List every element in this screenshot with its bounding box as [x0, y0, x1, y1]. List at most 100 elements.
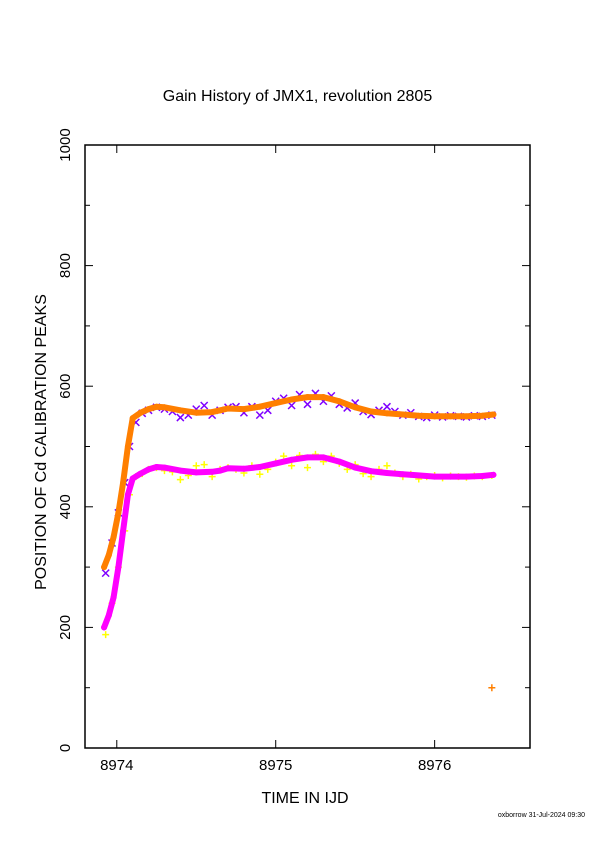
x-axis-label: TIME IN IJD [261, 790, 349, 807]
data-point [240, 406, 247, 413]
data-point [145, 466, 152, 473]
data-point [120, 479, 127, 486]
data-point [209, 468, 216, 475]
data-point [120, 527, 127, 534]
data-point [288, 456, 295, 463]
data-point [382, 402, 391, 411]
data-point [101, 624, 108, 631]
data-point [176, 476, 184, 484]
data-point [124, 443, 131, 450]
data-point [124, 491, 131, 498]
data-point [320, 394, 327, 401]
data-point [383, 470, 390, 477]
data-point [240, 465, 247, 472]
footer-timestamp: oxborrow 31-Jul-2024 09:30 [497, 812, 585, 819]
data-point [383, 462, 391, 470]
data-point [415, 472, 422, 479]
data-point [105, 612, 112, 619]
data-point [415, 412, 422, 419]
data-point [288, 396, 295, 403]
data-point [272, 460, 279, 467]
series-4 [488, 684, 496, 692]
data-point [193, 469, 200, 476]
data-point [490, 411, 497, 418]
data-point [303, 400, 312, 409]
data-point [399, 411, 406, 418]
data-point [336, 398, 343, 405]
data-point [367, 473, 375, 481]
data-point [255, 411, 264, 420]
x-tick-label: 8974 [100, 757, 133, 774]
data-point [110, 594, 117, 601]
data-point [447, 473, 454, 480]
data-point [225, 465, 232, 472]
y-tick-label: 200 [57, 615, 74, 640]
x-tick-label: 8975 [259, 757, 292, 774]
series-3 [101, 394, 497, 571]
data-point [280, 452, 288, 460]
data-point [192, 462, 200, 470]
data-point [115, 564, 122, 571]
data-point [304, 394, 311, 401]
data-point [463, 473, 470, 480]
data-point [217, 407, 224, 414]
data-point [153, 464, 160, 471]
y-tick-label: 800 [57, 253, 74, 278]
data-series [101, 389, 497, 692]
data-point [304, 454, 311, 461]
data-point [177, 407, 184, 414]
data-point [336, 458, 343, 465]
data-point [490, 471, 497, 478]
data-point [193, 409, 200, 416]
x-tick-label: 8976 [418, 757, 451, 774]
data-point [304, 464, 311, 472]
data-point [288, 462, 296, 470]
chart-title: Gain History of JMX1, revolution 2805 [162, 88, 433, 105]
data-point [352, 404, 359, 411]
data-point [479, 412, 486, 419]
series-line [101, 394, 497, 571]
y-tick-label: 1000 [57, 128, 74, 161]
data-point [101, 569, 110, 578]
data-point [399, 471, 406, 478]
data-point [225, 405, 232, 412]
data-point [463, 413, 470, 420]
data-point [209, 409, 216, 416]
data-point [368, 408, 375, 415]
y-tick-label: 0 [57, 744, 74, 752]
data-point [256, 464, 263, 471]
data-point [431, 473, 438, 480]
data-point [368, 468, 375, 475]
data-point [161, 404, 168, 411]
data-point [101, 564, 108, 571]
data-point [115, 509, 122, 516]
series-line [101, 454, 497, 631]
y-tick-label: 600 [57, 374, 74, 399]
data-point [161, 464, 168, 471]
data-point [145, 406, 152, 413]
data-point [256, 470, 264, 478]
data-point [200, 461, 208, 469]
data-point [153, 403, 160, 410]
data-point [447, 413, 454, 420]
data-point [200, 401, 209, 410]
y-axis-label: POSITION OF Cd CALIBRATION PEAKS [33, 294, 50, 590]
data-point [431, 413, 438, 420]
data-point [287, 401, 296, 410]
axis-ticks: 8974 8975 8976 0 200 400 600 800 1000 [57, 128, 530, 774]
plot-frame [84, 144, 531, 749]
data-point [272, 400, 279, 407]
data-point [488, 684, 496, 692]
data-point [110, 533, 117, 540]
data-point [217, 467, 224, 474]
data-point [383, 410, 390, 417]
data-point [129, 475, 136, 482]
data-point [479, 473, 486, 480]
data-point [177, 467, 184, 474]
data-point [320, 454, 327, 461]
data-point [137, 470, 144, 477]
data-point [129, 415, 136, 422]
series-2 [101, 454, 497, 631]
data-point [105, 552, 112, 559]
